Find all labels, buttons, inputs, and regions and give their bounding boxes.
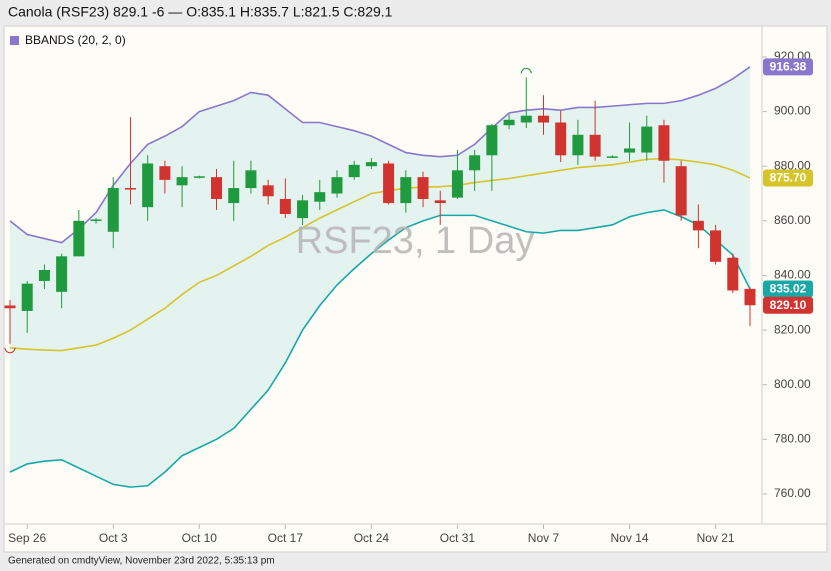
y-tick-label: 800.00 bbox=[774, 377, 811, 391]
band-fill bbox=[10, 66, 750, 488]
x-tick-label: Nov 14 bbox=[611, 531, 649, 545]
band-line-middle bbox=[9, 157, 751, 352]
legend-swatch bbox=[10, 36, 19, 45]
candle-body bbox=[297, 200, 309, 219]
candle-body bbox=[675, 166, 687, 216]
candle-body bbox=[4, 305, 16, 309]
y-tick-label: 860.00 bbox=[774, 213, 811, 227]
y-tick-label: 900.00 bbox=[774, 104, 811, 118]
candle-body bbox=[589, 134, 601, 157]
candle-body bbox=[90, 219, 102, 221]
upper-last-label-box bbox=[763, 58, 813, 76]
candle-body bbox=[692, 220, 704, 231]
x-tick-label: Oct 3 bbox=[99, 531, 128, 545]
y-tick-label: 840.00 bbox=[774, 268, 811, 282]
candle-body bbox=[434, 200, 446, 204]
candle-body bbox=[658, 125, 670, 161]
candle-body bbox=[383, 163, 395, 204]
x-tick-label: Sep 26 bbox=[8, 531, 46, 545]
candle-body bbox=[727, 257, 739, 291]
y-tick-label: 820.00 bbox=[774, 322, 811, 336]
watermark: RSF23, 1 Day bbox=[296, 220, 535, 262]
footer: Generated on cmdtyView, November 23rd 20… bbox=[8, 556, 275, 567]
candle-body bbox=[348, 164, 360, 178]
candle-body bbox=[572, 134, 584, 156]
low-marker bbox=[4, 347, 16, 354]
candle-body bbox=[176, 177, 188, 186]
candle-body bbox=[159, 166, 171, 180]
band-line-upper bbox=[9, 66, 751, 244]
candle-body bbox=[331, 177, 343, 194]
candle-body bbox=[279, 198, 291, 214]
y-tick-label: 880.00 bbox=[774, 158, 811, 172]
candle-body bbox=[744, 288, 756, 306]
candle-body bbox=[21, 283, 33, 311]
band-line-lower bbox=[9, 209, 751, 488]
x-tick-label: Oct 17 bbox=[268, 531, 304, 545]
x-tick-label: Oct 24 bbox=[354, 531, 390, 545]
candle-body bbox=[56, 256, 68, 292]
candle-body bbox=[365, 162, 377, 167]
middle-last-label-box bbox=[763, 169, 813, 187]
y-tick-label: 780.00 bbox=[774, 432, 811, 446]
candle-body bbox=[211, 177, 223, 199]
candle-body bbox=[520, 115, 532, 123]
candle-body bbox=[417, 177, 429, 199]
candle-body bbox=[193, 176, 205, 178]
candle-body bbox=[710, 230, 722, 262]
candle-body bbox=[38, 269, 50, 281]
middle-last-label: 875.70 bbox=[770, 171, 807, 185]
candle-body bbox=[624, 148, 636, 153]
candle-body bbox=[537, 115, 549, 123]
legend-label: BBANDS (20, 2, 0) bbox=[25, 33, 126, 47]
candle-body bbox=[228, 188, 240, 204]
candle-body bbox=[124, 188, 136, 190]
candle-body bbox=[400, 177, 412, 204]
candle-body bbox=[451, 170, 463, 198]
lower-last-label-box bbox=[763, 280, 813, 298]
x-tick-label: Oct 31 bbox=[440, 531, 476, 545]
high-marker bbox=[520, 68, 532, 74]
x-tick-label: Nov 21 bbox=[697, 531, 735, 545]
x-tick-label: Oct 10 bbox=[182, 531, 218, 545]
legend-box bbox=[5, 31, 129, 51]
candle-body bbox=[641, 126, 653, 153]
close-last-label: 829.10 bbox=[770, 298, 807, 312]
candle-body bbox=[73, 220, 85, 257]
candle-body bbox=[469, 155, 481, 171]
candle-body bbox=[606, 156, 618, 158]
candle-body bbox=[486, 125, 498, 156]
candle-body bbox=[314, 192, 326, 202]
candle-body bbox=[262, 185, 274, 197]
candle-body bbox=[555, 122, 567, 156]
x-tick-label: Nov 7 bbox=[528, 531, 560, 545]
chart-title: Canola (RSF23) 829.1 -6 — O:835.1 H:835.… bbox=[8, 4, 393, 20]
y-tick-label: 760.00 bbox=[774, 486, 811, 500]
lower-last-label: 835.02 bbox=[770, 282, 807, 296]
candle-body bbox=[503, 119, 515, 126]
close-last-label-box bbox=[763, 296, 813, 314]
plot bbox=[4, 56, 767, 529]
upper-last-label: 916.38 bbox=[770, 60, 807, 74]
candle-body bbox=[142, 163, 154, 208]
candle-body bbox=[107, 188, 119, 232]
candle-body bbox=[245, 170, 257, 189]
